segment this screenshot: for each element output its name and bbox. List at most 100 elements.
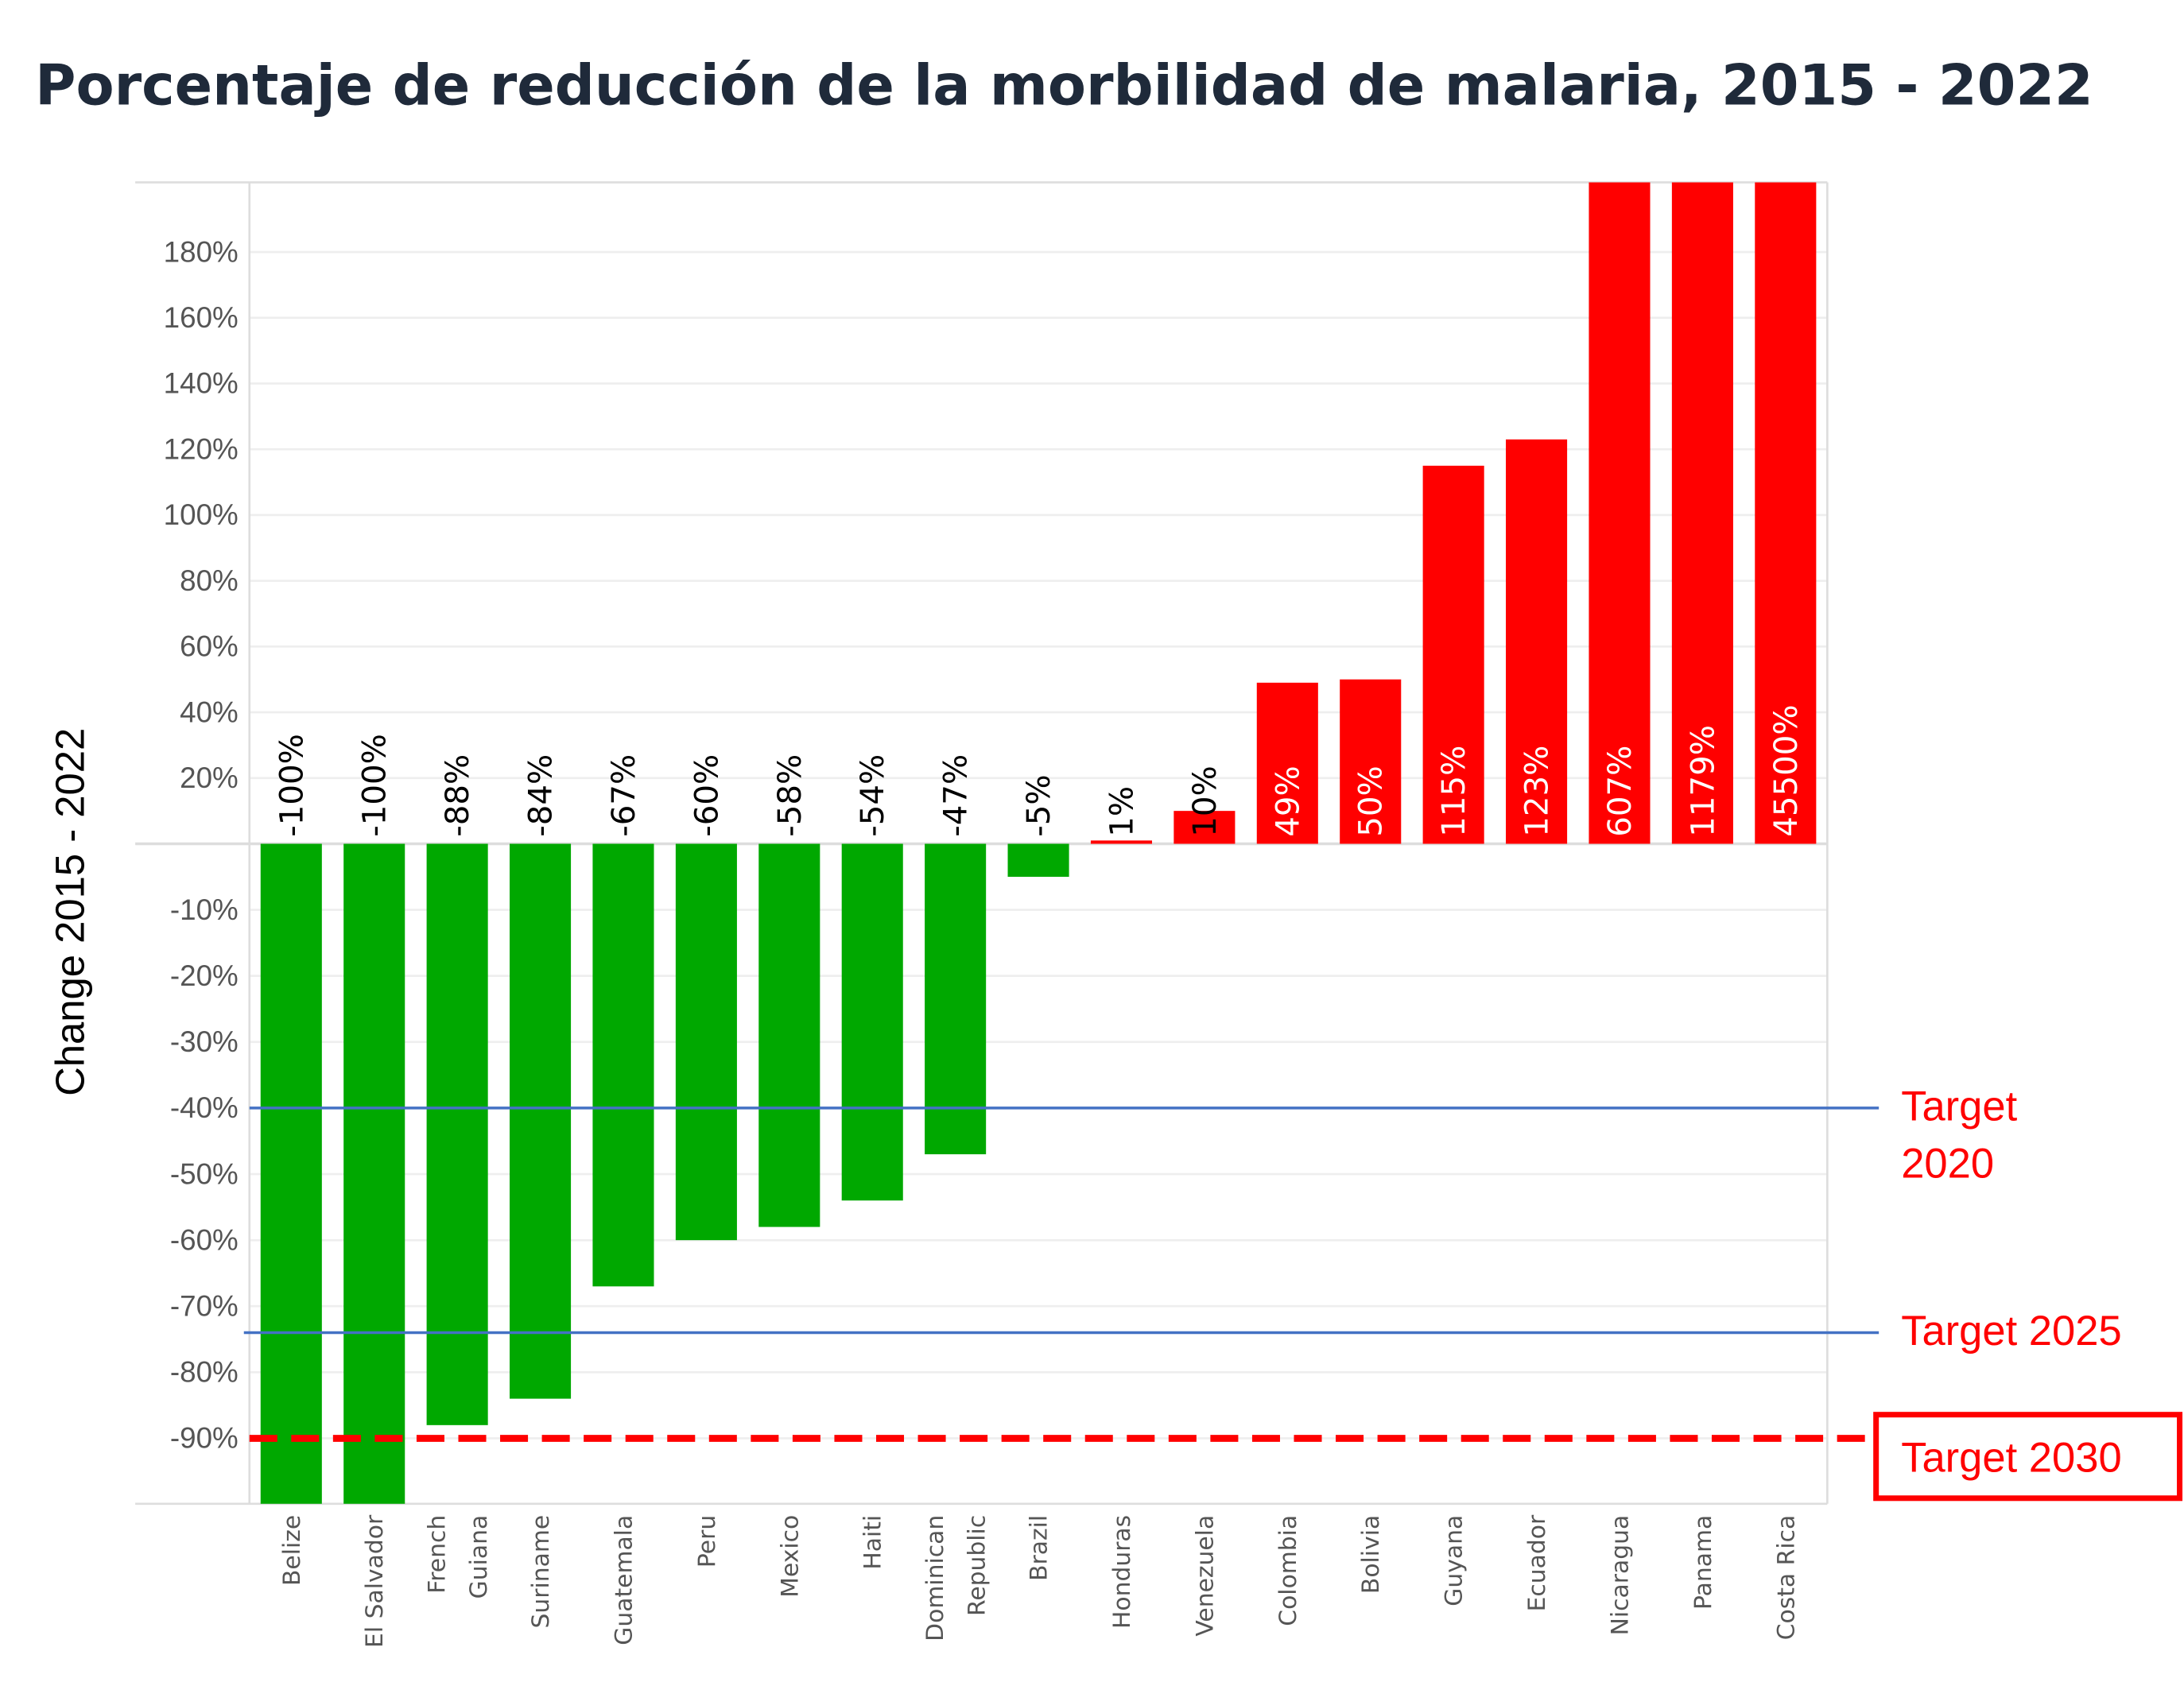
y-tick-label: 20%	[180, 762, 239, 794]
bar	[758, 843, 820, 1227]
y-tick-label: 180%	[164, 235, 239, 268]
x-tick-label-line: Haiti	[859, 1515, 887, 1570]
x-tick-label-line: Panama	[1689, 1515, 1717, 1610]
y-tick-label: -90%	[170, 1422, 239, 1455]
x-tick-label-line: Costa Rica	[1772, 1515, 1800, 1640]
data-label: -100%	[273, 734, 310, 837]
bar	[343, 843, 405, 1504]
y-tick-label: 100%	[164, 498, 239, 531]
reference-lines: Target 2020 Target 2025 Target 2030	[243, 1083, 2183, 1502]
bar	[1090, 840, 1153, 844]
chart-title: Porcentaje de reducción de la morbilidad…	[35, 52, 2093, 118]
y-tick-label: 40%	[180, 696, 239, 728]
y-axis-label: Change 2015 - 2022	[47, 728, 92, 1096]
y-tick-label: 120%	[164, 432, 239, 465]
bar	[1506, 439, 1568, 844]
x-tick-label-line: Mexico	[776, 1515, 804, 1598]
y-tick-label: -20%	[170, 959, 239, 992]
x-tick-label: Honduras	[1108, 1515, 1136, 1629]
bar	[1340, 679, 1402, 844]
y-tick-label: -70%	[170, 1290, 239, 1323]
data-label: -5%	[1021, 774, 1057, 836]
y-tick-label: 160%	[164, 301, 239, 334]
x-tick-label-line: El Salvador	[361, 1514, 389, 1648]
data-label: -47%	[938, 754, 975, 837]
data-label: 1179%	[1685, 725, 1721, 837]
bar	[841, 843, 903, 1201]
y-tick-label: 60%	[180, 630, 239, 663]
x-tick-label: Costa Rica	[1772, 1515, 1800, 1640]
x-tick-label-line: Ecuador	[1523, 1514, 1551, 1611]
data-label: 1%	[1104, 786, 1140, 837]
x-tick-label-line: Republic	[963, 1515, 991, 1616]
x-tick-label-line: Honduras	[1108, 1515, 1136, 1629]
data-label: 607%	[1602, 746, 1639, 837]
x-tick-label: Haiti	[859, 1515, 887, 1570]
x-tick-label: French Guiana	[423, 1515, 493, 1599]
bar	[1007, 843, 1069, 878]
x-tick-label: Venezuela	[1191, 1515, 1219, 1637]
data-label: 49%	[1270, 765, 1306, 837]
x-tick-label: Peru	[693, 1515, 721, 1568]
bar	[426, 843, 488, 1425]
bar	[675, 843, 737, 1241]
y-tick-label: -50%	[170, 1157, 239, 1190]
x-tick-label: Bolivia	[1357, 1515, 1385, 1594]
data-label: -60%	[689, 754, 725, 837]
x-tick-label-line: Brazil	[1026, 1515, 1053, 1581]
x-tick-label: Panama	[1689, 1515, 1717, 1610]
bar	[925, 843, 987, 1155]
x-tick-label: El Salvador	[361, 1514, 389, 1648]
x-tick-label-line: Guyana	[1441, 1515, 1468, 1606]
bar	[1256, 682, 1318, 844]
y-tick-label: -60%	[170, 1223, 239, 1256]
x-tick-label: Guatemala	[610, 1515, 638, 1645]
x-tick-label-line: Belize	[278, 1515, 306, 1586]
x-tick-label: Mexico	[776, 1515, 804, 1598]
bar	[1671, 182, 1733, 844]
x-tick-label-line: Dominican	[921, 1515, 949, 1641]
y-tick-label: -80%	[170, 1356, 239, 1389]
bar	[1589, 182, 1651, 844]
y-tick-label: -40%	[170, 1091, 239, 1124]
y-tick-label: 140%	[164, 367, 239, 400]
x-tick-label-line: Colombia	[1274, 1515, 1302, 1626]
y-tick-label: -10%	[170, 893, 239, 926]
bar	[592, 843, 654, 1287]
data-label: 115%	[1436, 746, 1472, 837]
data-labels: -100% -100% -88% -84% -67% -60% -58% -54% -47% -5…	[273, 704, 1805, 836]
x-tick-label: Belize	[278, 1515, 306, 1586]
target-label: Target	[1901, 1083, 2017, 1130]
x-tick-label: Suriname	[527, 1515, 555, 1629]
x-tick-label-line: Suriname	[527, 1515, 555, 1629]
data-label: 50%	[1353, 765, 1390, 837]
bar	[510, 843, 572, 1399]
x-tick-label-line: Guatemala	[610, 1515, 638, 1645]
bar	[1755, 182, 1817, 844]
bars	[260, 182, 1817, 1504]
x-tick-label-line: Nicaragua	[1606, 1515, 1634, 1636]
x-tick-label: Ecuador	[1523, 1514, 1551, 1611]
target-label: 2020	[1901, 1141, 1994, 1188]
x-tick-label: Nicaragua	[1606, 1515, 1634, 1636]
category-labels: Belize El Salvador French Guiana Suriname Gua…	[278, 1514, 1801, 1648]
x-tick-label: Guyana	[1441, 1515, 1468, 1606]
data-label: 123%	[1519, 746, 1556, 837]
bar	[1422, 465, 1484, 844]
data-label: 10%	[1187, 765, 1224, 837]
x-tick-label-line: French	[423, 1515, 451, 1594]
x-tick-label: Dominican Republic	[921, 1515, 991, 1641]
data-label: -58%	[772, 754, 809, 837]
target-label: Target 2025	[1901, 1308, 2121, 1355]
data-label: -54%	[855, 754, 891, 837]
y-tick-label: 80%	[180, 564, 239, 597]
target-label: Target 2030	[1901, 1435, 2121, 1482]
x-tick-label: Brazil	[1026, 1515, 1053, 1581]
bar	[260, 843, 322, 1504]
y-tick-label: -30%	[170, 1025, 239, 1058]
target-box	[1873, 1412, 2183, 1502]
bar	[1173, 811, 1236, 844]
x-tick-label-line: Bolivia	[1357, 1515, 1385, 1594]
x-tick-label: Colombia	[1274, 1515, 1302, 1626]
